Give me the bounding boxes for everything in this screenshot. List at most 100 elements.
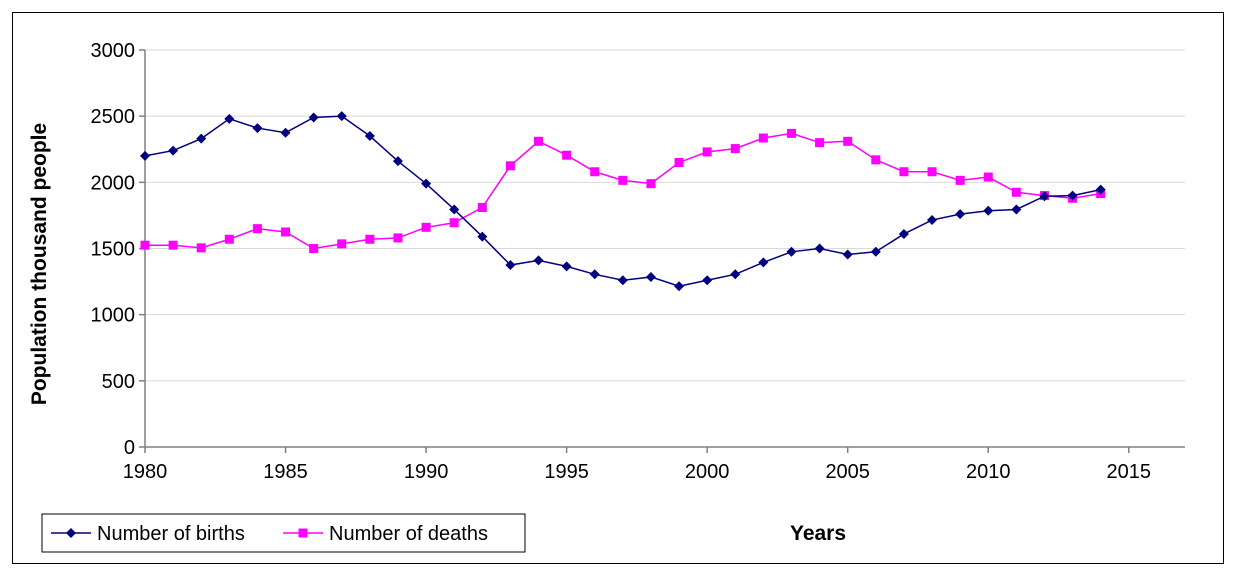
data-point <box>421 222 431 232</box>
x-tick-label: 2000 <box>685 461 730 483</box>
data-point <box>562 150 572 160</box>
series-line <box>144 115 1101 287</box>
data-point <box>617 275 628 286</box>
data-point <box>196 243 206 253</box>
y-tick-label: 2500 <box>91 106 136 128</box>
data-point <box>730 269 741 280</box>
data-point <box>618 175 628 185</box>
data-point <box>758 257 769 268</box>
data-point <box>364 131 375 142</box>
data-point <box>449 218 459 228</box>
data-point <box>786 246 797 257</box>
data-point <box>786 128 796 138</box>
data-point <box>702 275 713 286</box>
x-tick-label: 2015 <box>1107 461 1152 483</box>
data-point <box>196 133 207 144</box>
data-point <box>534 136 544 146</box>
data-point <box>955 209 966 220</box>
data-point <box>1067 190 1078 201</box>
legend-label: Number of births <box>97 523 245 545</box>
data-point <box>393 233 403 243</box>
data-point <box>392 156 403 167</box>
data-point <box>140 240 150 250</box>
data-point <box>224 234 234 244</box>
data-point <box>843 136 853 146</box>
data-point <box>421 178 432 189</box>
data-point <box>589 269 600 280</box>
data-point <box>842 249 853 260</box>
data-point <box>336 111 347 122</box>
data-point <box>646 179 656 189</box>
data-point <box>168 145 179 156</box>
legend-marker <box>66 528 76 538</box>
data-point <box>252 123 263 134</box>
data-point <box>140 150 150 161</box>
data-point <box>870 246 881 257</box>
data-point <box>590 167 600 177</box>
series-layer <box>140 111 1106 292</box>
y-tick-label: 2000 <box>91 172 136 194</box>
data-point <box>815 138 825 148</box>
data-point <box>955 175 965 185</box>
data-point <box>1011 187 1021 197</box>
data-point <box>365 234 375 244</box>
data-point <box>871 155 881 165</box>
data-point <box>281 227 291 237</box>
x-tick-label: 1990 <box>404 461 449 483</box>
y-axis-title: Population thousand people <box>28 123 51 405</box>
data-point <box>898 228 909 239</box>
data-point <box>168 240 178 250</box>
x-tick-label: 2005 <box>825 461 870 483</box>
data-point <box>1095 184 1106 195</box>
data-point <box>224 113 235 124</box>
x-axis-title: Years <box>790 522 846 545</box>
series-deaths <box>140 128 1106 253</box>
data-point <box>983 205 994 216</box>
x-tick-label: 1995 <box>544 461 589 483</box>
data-point <box>702 147 712 157</box>
data-point <box>477 231 488 242</box>
data-point <box>477 202 487 212</box>
data-point <box>533 255 544 266</box>
gridlines <box>145 49 1185 382</box>
data-point <box>674 281 685 292</box>
axes <box>139 49 1185 453</box>
data-point <box>309 244 319 253</box>
data-point <box>252 224 262 234</box>
data-point <box>505 260 516 271</box>
line-chart: 0 500 1000 1500 2000 2500 3000 1980 1985 1990 199… <box>28 40 1185 553</box>
chart-frame: 0 500 1000 1500 2000 2500 3000 1980 1985 1990 199… <box>12 12 1224 564</box>
data-point <box>449 204 460 215</box>
data-point <box>674 157 684 167</box>
y-tick-label: 500 <box>102 371 135 393</box>
y-tick-label: 3000 <box>91 40 136 62</box>
series-births <box>140 111 1106 292</box>
data-point <box>730 144 740 154</box>
x-tick-labels: 1980 1985 1990 1995 2000 2005 2010 2015 <box>123 461 1151 483</box>
data-point <box>1011 204 1022 215</box>
y-tick-labels: 0 500 1000 1500 2000 2500 3000 <box>91 40 136 459</box>
legend: Number of births Number of deaths <box>41 513 526 553</box>
data-point <box>505 161 515 171</box>
data-point <box>280 127 291 138</box>
legend-label: Number of deaths <box>329 523 488 545</box>
y-tick-label: 1500 <box>91 239 136 261</box>
data-point <box>645 271 656 282</box>
data-point <box>1039 191 1050 202</box>
x-tick-label: 1980 <box>123 461 168 483</box>
y-tick-label: 1000 <box>91 305 136 327</box>
data-point <box>814 243 825 254</box>
x-tick-label: 1985 <box>263 461 308 483</box>
legend-item-deaths: Number of deaths <box>283 523 488 545</box>
data-point <box>983 172 993 182</box>
x-tick-label: 2010 <box>966 461 1011 483</box>
data-point <box>308 112 319 123</box>
data-point <box>758 133 768 143</box>
data-point <box>899 167 909 177</box>
data-point <box>337 239 347 249</box>
y-tick-label: 0 <box>124 437 135 459</box>
legend-item-births: Number of births <box>51 523 245 545</box>
data-point <box>927 215 938 226</box>
legend-marker <box>298 528 308 538</box>
data-point <box>927 167 937 177</box>
